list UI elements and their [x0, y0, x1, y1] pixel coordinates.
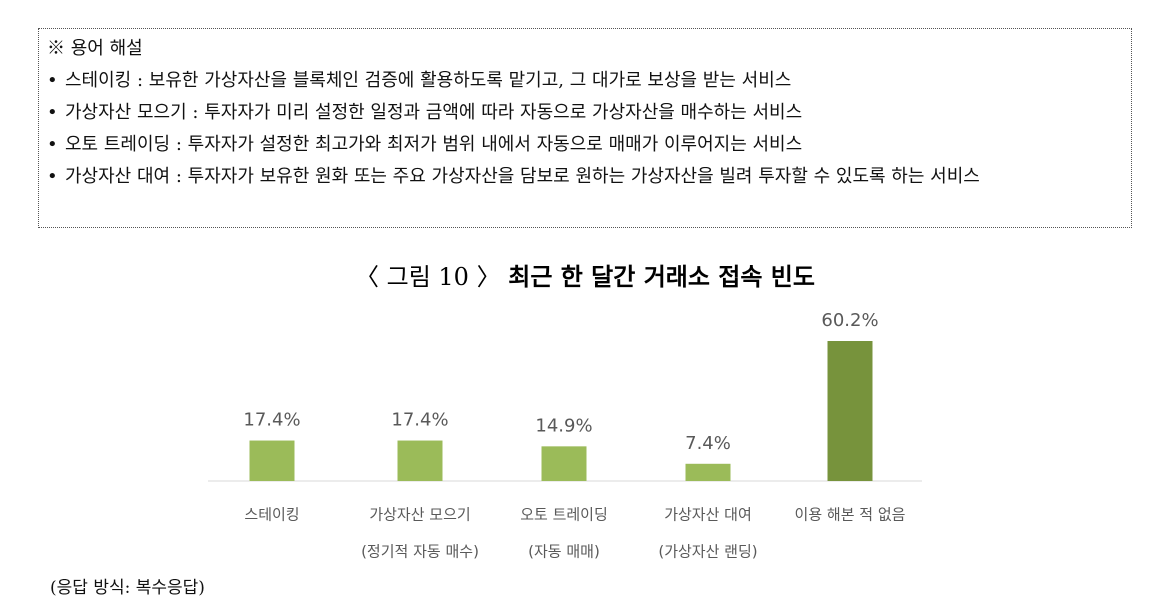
figure-label: 〈 그림 10 〉 — [355, 263, 501, 291]
bullet: • — [47, 102, 58, 123]
bar — [541, 446, 587, 481]
bar — [249, 440, 295, 481]
value-label: 60.2% — [821, 310, 878, 331]
term: 가상자산 모으기 — [65, 102, 187, 123]
definition: 투자자가 미리 설정한 일정과 금액에 따라 자동으로 가상자산을 매수하는 서… — [204, 102, 803, 123]
glossary: ※ 용어 해설 • 스테이킹 : 보유한 가상자산을 블록체인 검증에 활용하도록… — [38, 28, 1132, 228]
separator: : — [175, 166, 182, 187]
category-label: (자동 매매) — [528, 543, 600, 561]
glossary-items: • 스테이킹 : 보유한 가상자산을 블록체인 검증에 활용하도록 맡기고, 그 … — [47, 65, 1123, 193]
separator: : — [136, 70, 144, 91]
note: (응답 방식: 복수응답) — [50, 578, 205, 598]
glossary-item: • 가상자산 모으기 : 투자자가 미리 설정한 일정과 금액에 따라 자동으로 … — [47, 97, 1123, 129]
definition: 투자자가 설정한 최고가와 최저가 범위 내에서 자동으로 매매가 이루어지는 … — [187, 134, 803, 155]
value-label: 14.9% — [535, 415, 592, 436]
glossary-item: • 스테이킹 : 보유한 가상자산을 블록체인 검증에 활용하도록 맡기고, 그 … — [47, 65, 1123, 97]
bullet: • — [47, 166, 58, 187]
term: 가상자산 대여 — [65, 166, 171, 187]
category-label: 가상자산 대여 — [664, 506, 752, 524]
bar — [827, 341, 873, 481]
separator: : — [175, 134, 182, 155]
value-label: 17.4% — [391, 410, 448, 431]
bar — [685, 463, 731, 481]
term: 스테이킹 — [65, 70, 132, 91]
separator: : — [192, 102, 199, 123]
bullet: • — [47, 70, 58, 91]
category-label: (정기적 자동 매수) — [361, 543, 479, 561]
glossary-item: • 가상자산 대여 : 투자자가 보유한 원화 또는 주요 가상자산을 담보로 원… — [47, 161, 1123, 193]
title: 최근 한 달간 거래소 접속 빈도 — [508, 262, 815, 291]
chart-title: 〈 그림 10 〉 최근 한 달간 거래소 접속 빈도 — [355, 262, 815, 291]
term: 오토 트레이딩 — [65, 134, 171, 155]
category-label: (가상자산 랜딩) — [658, 543, 757, 561]
glossary-heading: ※ 용어 해설 — [47, 38, 143, 59]
bullet: • — [47, 134, 58, 155]
category-label: 가상자산 모으기 — [369, 506, 470, 524]
category-label: 오토 트레이딩 — [520, 506, 608, 524]
bar — [397, 440, 443, 481]
value-label: 17.4% — [243, 410, 300, 431]
value-label: 7.4% — [685, 433, 731, 454]
definition: 보유한 가상자산을 블록체인 검증에 활용하도록 맡기고, 그 대가로 보상을 … — [148, 70, 792, 91]
category-label: 스테이킹 — [244, 506, 299, 524]
glossary-item: • 오토 트레이딩 : 투자자가 설정한 최고가와 최저가 범위 내에서 자동으로… — [47, 129, 1123, 161]
chart: 〈 그림 10 〉 최근 한 달간 거래소 접속 빈도 17.4% 스테이킹 17.… — [208, 262, 922, 561]
category-label: 이용 해본 적 없음 — [795, 506, 906, 524]
definition: 투자자가 보유한 원화 또는 주요 가상자산을 담보로 원하는 가상자산을 빌려… — [187, 166, 980, 187]
